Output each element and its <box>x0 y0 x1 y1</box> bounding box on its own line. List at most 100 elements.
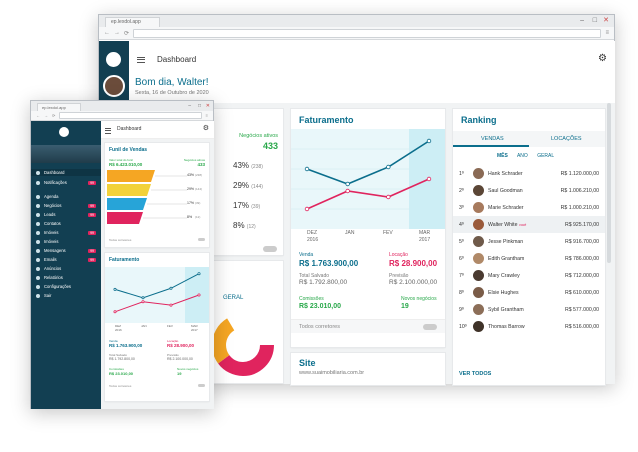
ranking-row[interactable]: 7º Mary Crawley R$ 712.000,00 <box>453 267 605 284</box>
back-scrollbar[interactable] <box>607 103 611 263</box>
sidebar-item-sair[interactable]: Sair <box>36 293 96 298</box>
back-chart-data-point[interactable] <box>345 181 350 187</box>
back-chart-data-point[interactable] <box>426 138 432 144</box>
sidebar-item-label: Agenda <box>44 194 59 199</box>
front-header: Dashboard ⚙ <box>101 121 214 139</box>
browser-menu-icon[interactable]: ≡ <box>205 113 208 118</box>
user-avatar[interactable] <box>103 75 125 97</box>
forward-arrow-icon[interactable]: → <box>114 30 120 36</box>
sidebar-item-agenda[interactable]: Agenda <box>36 194 96 199</box>
hamburger-icon[interactable] <box>137 55 145 64</box>
back-chart-data-point[interactable] <box>426 176 432 182</box>
back-arrow-icon[interactable]: ← <box>104 30 110 36</box>
sidebar-item-anuncios[interactable]: Anúncios <box>36 266 96 271</box>
front-chart-data-point[interactable] <box>113 287 117 291</box>
site-url[interactable]: www.suaimobiliaria.com.br <box>299 370 365 376</box>
ranking-row[interactable]: 9º Sybil Grantham R$ 577.000,00 <box>453 301 605 318</box>
venda-label: Venda <box>109 339 118 343</box>
rank-value: R$ 786.000,00 <box>564 255 599 262</box>
geral-tab[interactable]: GERAL <box>223 295 244 301</box>
ranking-row[interactable]: 8º Elsie Hughes R$ 610.000,00 <box>453 284 605 301</box>
front-browser-tab[interactable]: ep.lexdol.app <box>37 103 81 111</box>
browser-menu-icon[interactable]: ≡ <box>605 30 609 36</box>
year-label: 2017 <box>419 237 431 243</box>
greeting-text: Bom dia, Walter! <box>135 77 209 88</box>
funnel-toggle[interactable] <box>263 246 277 252</box>
hamburger-icon[interactable] <box>105 126 111 135</box>
logout-icon <box>36 293 40 298</box>
settings-gear-icon[interactable]: ⚙ <box>598 53 607 64</box>
period-ano[interactable]: ANO <box>516 153 528 159</box>
sidebar-item-contatos[interactable]: Contatos <box>36 221 96 226</box>
funnel-row-1: 43% (238) <box>233 161 263 170</box>
rank-pos: 10º <box>459 323 467 330</box>
back-chart-data-point[interactable] <box>386 194 391 200</box>
sidebar-item-dashboard[interactable]: Dashboard <box>31 169 101 176</box>
contacts-icon <box>36 221 40 226</box>
sidebar-item-notificacoes[interactable]: Notificações 99 <box>36 180 96 185</box>
mail-icon <box>36 257 40 262</box>
url-input[interactable] <box>59 112 202 119</box>
period-mes[interactable]: MÊS <box>497 153 508 159</box>
avatar <box>473 185 484 196</box>
corretores-toggle[interactable] <box>423 324 437 330</box>
ranking-row[interactable]: 2º Saul Goodman R$ 1.006.210,00 <box>453 182 605 199</box>
sidebar-item-label: Emails <box>44 257 57 262</box>
front-chart-data-point[interactable] <box>141 296 145 300</box>
close-icon[interactable]: ✕ <box>603 17 609 24</box>
front-chart-data-point[interactable] <box>169 303 173 307</box>
front-chart-data-point[interactable] <box>197 272 201 276</box>
front-chart-data-point[interactable] <box>169 286 173 290</box>
funil-toggle[interactable] <box>198 238 205 241</box>
reload-icon[interactable]: ⟳ <box>52 113 56 118</box>
ranking-row[interactable]: 6º Edith Grantham R$ 786.000,00 <box>453 250 605 267</box>
front-chart-data-point[interactable] <box>197 293 201 297</box>
sidebar-item-imoveis[interactable]: Imóveis 99 <box>36 230 96 235</box>
avatar <box>473 219 484 230</box>
app-logo <box>106 52 121 67</box>
ranking-row-current-user[interactable]: 4º Walter White você R$ 925.170,00 <box>453 216 605 233</box>
minimize-icon[interactable]: – <box>580 17 584 24</box>
rank-value: R$ 577.000,00 <box>564 306 599 313</box>
maximize-icon[interactable]: □ <box>197 103 201 109</box>
ranking-row[interactable]: 5º Jesse Pinkman R$ 916.700,00 <box>453 233 605 250</box>
sidebar-item-configuracoes[interactable]: Configurações <box>36 284 96 289</box>
ranking-row[interactable]: 10º Thomas Barrow R$ 516.000,00 <box>453 318 605 335</box>
site-title: Site <box>299 358 316 368</box>
funnel-row-3: 17% (39) <box>233 201 260 210</box>
corretores-toggle[interactable] <box>198 384 205 387</box>
sidebar-item-label: Sair <box>44 293 52 298</box>
minimize-icon[interactable]: – <box>188 103 191 109</box>
sidebar-item-leads[interactable]: Leads 99 <box>36 212 96 217</box>
maximize-icon[interactable]: □ <box>592 17 597 24</box>
rank-pos: 1º <box>459 170 464 177</box>
month-axis: DEZ 2016 JAN FEV MAR 2017 <box>105 324 209 334</box>
sidebar-item-imoveis-2[interactable]: Imóveis <box>36 239 96 244</box>
ranking-row[interactable]: 3º Marie Schrader R$ 1.000.210,00 <box>453 199 605 216</box>
ver-todos-link[interactable]: VER TODOS <box>459 371 492 377</box>
close-icon[interactable]: ✕ <box>205 103 210 109</box>
settings-gear-icon[interactable]: ⚙ <box>202 125 209 132</box>
back-chart-data-point[interactable] <box>386 164 391 170</box>
url-input[interactable] <box>133 28 602 38</box>
reload-icon[interactable]: ⟳ <box>124 30 130 37</box>
front-chart-data-point[interactable] <box>113 310 117 314</box>
front-chart-data-point[interactable] <box>141 300 145 304</box>
badge: 99 <box>88 257 96 262</box>
sidebar-item-mensagens[interactable]: Mensagens 99 <box>36 248 96 253</box>
back-browser-tab[interactable]: ep.lexdol.app <box>105 17 160 27</box>
back-chart-data-point[interactable] <box>304 166 310 172</box>
sidebar-item-emails[interactable]: Emails 99 <box>36 257 96 262</box>
sidebar-item-relatorios[interactable]: Relatórios <box>36 275 96 280</box>
tab-locacoes[interactable]: LOCAÇÕES <box>551 136 582 142</box>
sidebar-item-label: Leads <box>44 212 56 217</box>
funnel-pct: 17% <box>187 201 195 205</box>
back-chart-data-point[interactable] <box>304 206 310 212</box>
back-chart-data-point[interactable] <box>345 188 350 194</box>
back-arrow-icon[interactable]: ← <box>36 113 40 118</box>
forward-arrow-icon[interactable]: → <box>44 113 48 118</box>
ranking-row[interactable]: 1º Hank Schrader R$ 1.120.000,00 <box>453 165 605 182</box>
sidebar-item-negocios[interactable]: Negócios 99 <box>36 203 96 208</box>
tab-vendas[interactable]: VENDAS <box>481 136 504 142</box>
period-geral[interactable]: GERAL <box>537 153 555 159</box>
